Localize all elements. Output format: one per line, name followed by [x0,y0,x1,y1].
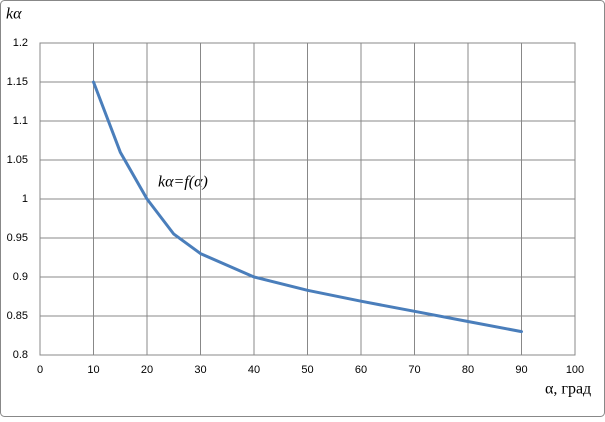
x-axis-label: α, град [545,381,591,398]
y-tick-label: 0.95 [7,232,28,244]
annotation: kα=f(α) [158,174,208,191]
data-line [92,80,523,334]
y-tick-label: 1.15 [7,76,28,88]
x-tick-label: 60 [355,364,367,376]
x-tick-label: 0 [37,364,43,376]
x-tick-label: 90 [515,364,527,376]
y-tick-label: 1 [22,193,28,205]
x-tick-label: 80 [462,364,474,376]
x-tick-label: 50 [301,364,313,376]
plot-border [39,42,576,356]
y-tick-label: 0.85 [7,310,28,322]
y-tick-label: 1.1 [13,115,28,127]
x-tick-label: 20 [141,364,153,376]
x-tick-label: 30 [194,364,206,376]
x-tick-label: 100 [566,364,584,376]
y-axis-label: kα [6,6,22,23]
y-tick-label: 1.05 [7,154,28,166]
y-tick-label: 0.8 [13,349,28,361]
x-tick-label: 40 [248,364,260,376]
y-tick-label: 1.2 [13,37,28,49]
y-tick-label: 0.9 [13,271,28,283]
x-tick-label: 10 [87,364,99,376]
x-tick-label: 70 [408,364,420,376]
